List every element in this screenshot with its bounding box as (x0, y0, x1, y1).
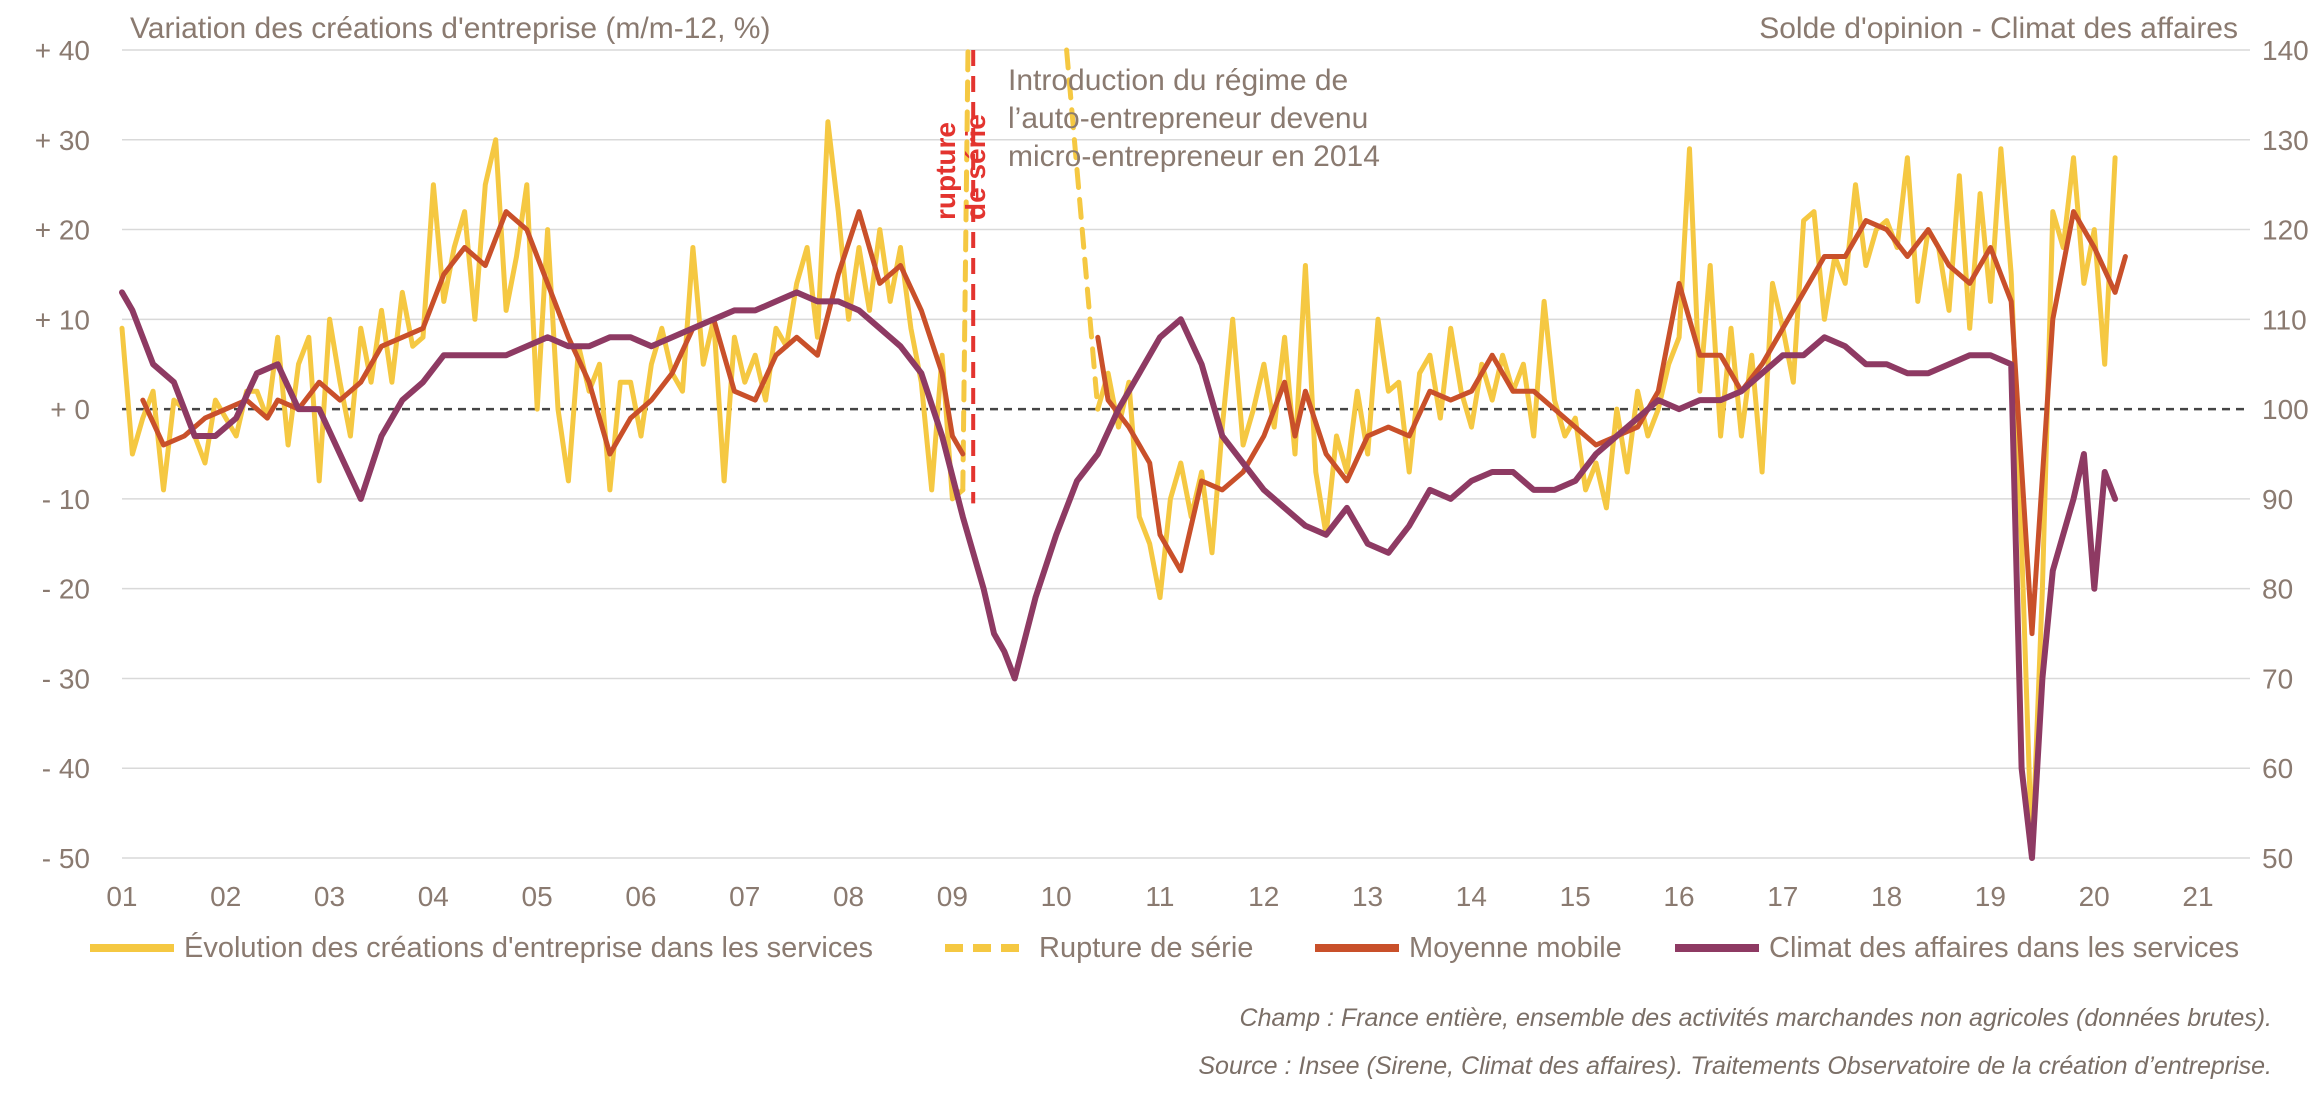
left-tick-label: + 30 (35, 125, 90, 156)
break-label-line: de série (960, 114, 991, 220)
series-line-2-segment-0 (140, 209, 966, 457)
legend-swatch-break (945, 944, 1029, 952)
series-line-3-segment-0 (119, 289, 2119, 861)
x-tick-label: 14 (1456, 881, 1487, 912)
left-axis-title: Variation des créations d'entreprise (m/… (130, 12, 771, 45)
legend-item-moving-average: Moyenne mobile (1315, 926, 1622, 970)
right-tick-label: 120 (2262, 215, 2309, 246)
legend-label-creations: Évolution des créations d'entreprise dan… (184, 931, 874, 964)
legend-swatch-moving-average (1315, 944, 1399, 952)
x-tick-label: 08 (833, 881, 864, 912)
legend-item-climate: Climat des affaires dans les services (1675, 926, 2239, 970)
legend-swatch-climate (1675, 944, 1759, 952)
right-axis-title: Solde d'opinion - Climat des affaires (1759, 12, 2238, 45)
legend-item-creations: Évolution des créations d'entreprise dan… (90, 926, 873, 970)
x-tick-label: 17 (1767, 881, 1798, 912)
left-tick-label: - 30 (42, 663, 90, 694)
series-line-1-segment-0 (960, 47, 971, 493)
x-tick-label: 05 (522, 881, 553, 912)
note-champ: Champ : France entière, ensemble des act… (1239, 1004, 2272, 1032)
x-tick-label: 03 (314, 881, 345, 912)
x-tick-label: 21 (2182, 881, 2213, 912)
note-source: Source : Insee (Sirene, Climat des affai… (1198, 1052, 2272, 1080)
legend-item-break: Rupture de série (945, 926, 1253, 970)
x-tick-label: 09 (937, 881, 968, 912)
x-tick-label: 13 (1352, 881, 1383, 912)
x-tick-label: 06 (625, 881, 656, 912)
break-annotation: Introduction du régime de l’auto-entrepr… (1008, 64, 1380, 173)
left-tick-label: + 40 (35, 35, 90, 66)
right-tick-label: 70 (2262, 663, 2293, 694)
break-label-line: rupture (930, 122, 961, 220)
right-tick-label: 80 (2262, 574, 2293, 605)
right-tick-label: 90 (2262, 484, 2293, 515)
x-tick-label: 04 (418, 881, 449, 912)
left-tick-label: + 10 (35, 304, 90, 335)
series-line-0-segment-1 (1095, 146, 2118, 861)
right-tick-label: 140 (2262, 35, 2309, 66)
x-tick-label: 01 (106, 881, 137, 912)
left-tick-label: - 50 (42, 843, 90, 874)
x-tick-label: 20 (2079, 881, 2110, 912)
x-tick-label: 16 (1663, 881, 1694, 912)
x-tick-label: 18 (1871, 881, 1902, 912)
x-tick-label: 10 (1041, 881, 1072, 912)
right-tick-label: 50 (2262, 843, 2293, 874)
legend: Évolution des créations d'entreprise dan… (90, 926, 2270, 970)
series-line-1-segment-1 (1064, 47, 1101, 412)
x-tick-label: 11 (1145, 881, 1174, 912)
legend-label-break: Rupture de série (1039, 931, 1254, 964)
left-tick-label: - 40 (42, 753, 90, 784)
x-tick-label: 12 (1248, 881, 1279, 912)
left-tick-label: + 20 (35, 215, 90, 246)
right-tick-label: 60 (2262, 753, 2293, 784)
legend-swatch-creations (90, 944, 174, 952)
series-line-2-segment-1 (1095, 209, 2128, 637)
right-tick-label: 100 (2262, 394, 2309, 425)
x-tick-label: 19 (1975, 881, 2006, 912)
x-tick-label: 02 (210, 881, 241, 912)
series-line-0-segment-0 (119, 119, 966, 502)
left-tick-label: - 10 (42, 484, 90, 515)
right-tick-label: 130 (2262, 125, 2309, 156)
left-tick-label: + 0 (50, 394, 90, 425)
legend-label-climate: Climat des affaires dans les services (1769, 931, 2240, 964)
legend-label-moving-average: Moyenne mobile (1409, 931, 1622, 964)
left-tick-label: - 20 (42, 574, 90, 605)
x-tick-label: 07 (729, 881, 760, 912)
right-tick-label: 110 (2262, 304, 2307, 335)
x-tick-label: 15 (1560, 881, 1591, 912)
